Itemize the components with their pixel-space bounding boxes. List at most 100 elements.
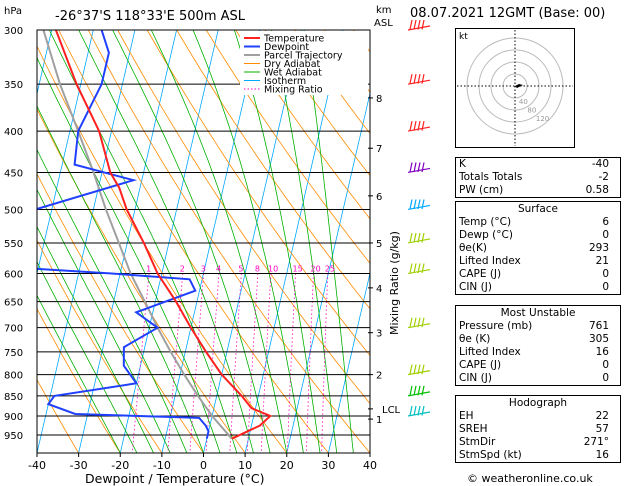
mixing-ratio-label: 25: [325, 265, 335, 274]
stat-value: 0: [602, 359, 609, 371]
series-temperature: [54, 30, 273, 440]
wind-barb-feather: [413, 19, 417, 30]
stat-row: Pressure (mb) 761: [456, 320, 620, 333]
legend-entry: Dewpoint: [264, 42, 309, 53]
mixing-ratio-label: 8: [255, 265, 260, 274]
isotherm-line: [37, 30, 94, 275]
wind-barb-feather: [421, 263, 425, 274]
stat-value: 57: [595, 423, 609, 435]
dry-adiabat-line: [205, 30, 370, 264]
x-tick-label: -30: [70, 459, 88, 472]
stat-label: K: [459, 158, 466, 170]
stat-value: -40: [591, 158, 609, 170]
pressure-tick-label: 550: [4, 239, 23, 250]
pressure-tick-label: 850: [4, 392, 23, 403]
wind-barb-feather: [409, 19, 413, 30]
wet-adiabat-line: [37, 188, 171, 453]
wind-barb-feather: [417, 232, 421, 243]
wind-barb-feather: [413, 405, 417, 416]
stat-label: PW (cm): [459, 184, 504, 196]
km-tick-label: 7: [376, 144, 382, 155]
stat-row: Lifted Index 21: [456, 255, 620, 268]
stat-value: 21: [595, 255, 609, 267]
wind-barb-feather: [409, 364, 413, 375]
x-axis-label: Dewpoint / Temperature (°C): [85, 471, 264, 486]
km-unit: km: [376, 5, 392, 16]
stat-row: EH 22: [456, 410, 620, 423]
lcl-label: LCL: [382, 405, 401, 416]
wind-barb-feather: [409, 162, 413, 173]
wind-barb: [407, 232, 431, 244]
wind-barb-feather: [409, 74, 413, 84]
pressure-tick-label: 600: [4, 270, 23, 281]
mixing-ratio-line: [286, 273, 296, 453]
stat-row: StmDir 271°: [456, 436, 620, 449]
mixing-ratio-label: 4: [216, 265, 221, 274]
x-tick-label: -10: [153, 459, 171, 472]
hodograph-trace: [515, 84, 523, 88]
mixing-ratio-line: [131, 273, 150, 453]
mixing-ratio-line: [189, 273, 205, 453]
pressure-tick-label: 800: [4, 371, 23, 382]
wind-barb-feather: [413, 263, 417, 274]
wind-barb-feather: [417, 405, 421, 416]
mixing-ratio-label: 15: [293, 265, 303, 274]
mixing-ratio-label: 5: [238, 265, 243, 274]
wind-barb-feather: [409, 317, 413, 328]
wind-barb-feather: [413, 199, 417, 210]
stat-value: 761: [588, 320, 609, 332]
wind-barb-shaft: [407, 391, 431, 397]
wind-barb-feather: [421, 364, 425, 375]
wind-barb-feather: [409, 232, 413, 243]
series-parcel-trajectory: [42, 30, 233, 440]
stat-label: Pressure (mb): [459, 320, 533, 332]
wind-barb: [407, 120, 431, 132]
pressure-tick-label: 650: [4, 298, 23, 309]
pressure-tick-label: 950: [4, 431, 23, 442]
date-title: 08.07.2021 12GMT (Base: 00): [410, 6, 606, 21]
legend-box: [240, 31, 368, 95]
wind-barb-feather: [421, 199, 425, 210]
series-dewpoint: [37, 30, 210, 439]
wind-barb: [407, 162, 431, 174]
wind-barb-feather: [417, 385, 421, 396]
hodograph-panel: Hodograph EH 22 SREH 57 StmDir 271° StmSpd (kt)…: [455, 395, 621, 463]
y-axis-mixing-label: Mixing Ratio (g/kg): [388, 231, 401, 335]
wet-adiabat-line: [78, 30, 254, 453]
x-tick-label: 0: [200, 459, 207, 472]
legend-entry: Wet Adiabat: [264, 68, 322, 79]
hodograph-unit: kt: [459, 32, 468, 42]
panel-title: Most Unstable: [500, 307, 576, 319]
wind-barb: [407, 199, 431, 211]
wind-barb-feather: [413, 74, 417, 84]
dry-adiabat-line: [37, 378, 79, 453]
wind-barb-feather: [417, 199, 421, 210]
stat-value: 293: [588, 242, 609, 254]
stat-value: 16: [595, 346, 609, 358]
stat-label: CAPE (J): [459, 268, 502, 280]
mixing-ratio-line: [229, 273, 242, 453]
stat-label: CAPE (J): [459, 359, 502, 371]
km-tick-label: 1: [376, 415, 382, 426]
location-title: -26°37'S 118°33'E 500m ASL: [55, 9, 246, 24]
wind-barb-feather: [421, 405, 425, 416]
stat-value: -2: [598, 171, 609, 183]
wind-barb-feather: [421, 385, 425, 396]
stat-value: 271°: [583, 436, 609, 448]
wind-barb-feather: [421, 317, 425, 328]
stat-label: CIN (J): [459, 372, 492, 384]
isotherm-line: [37, 30, 136, 453]
stat-label: StmDir: [459, 436, 496, 448]
indices-panel: K -40 Totals Totals -2 PW (cm) 0.58: [455, 157, 621, 198]
legend-entry: Temperature: [263, 34, 324, 45]
stat-label: StmSpd (kt): [459, 449, 522, 461]
wind-barb-shaft: [407, 411, 431, 417]
wind-barb-shaft: [407, 204, 431, 211]
hodograph-ring-label: 80: [527, 106, 536, 114]
stat-row: CAPE (J) 0: [456, 359, 620, 372]
km-tick-label: 2: [376, 371, 382, 382]
pressure-tick-label: 350: [4, 80, 23, 91]
wind-barb: [407, 263, 431, 275]
wind-barb-feather: [413, 317, 417, 328]
